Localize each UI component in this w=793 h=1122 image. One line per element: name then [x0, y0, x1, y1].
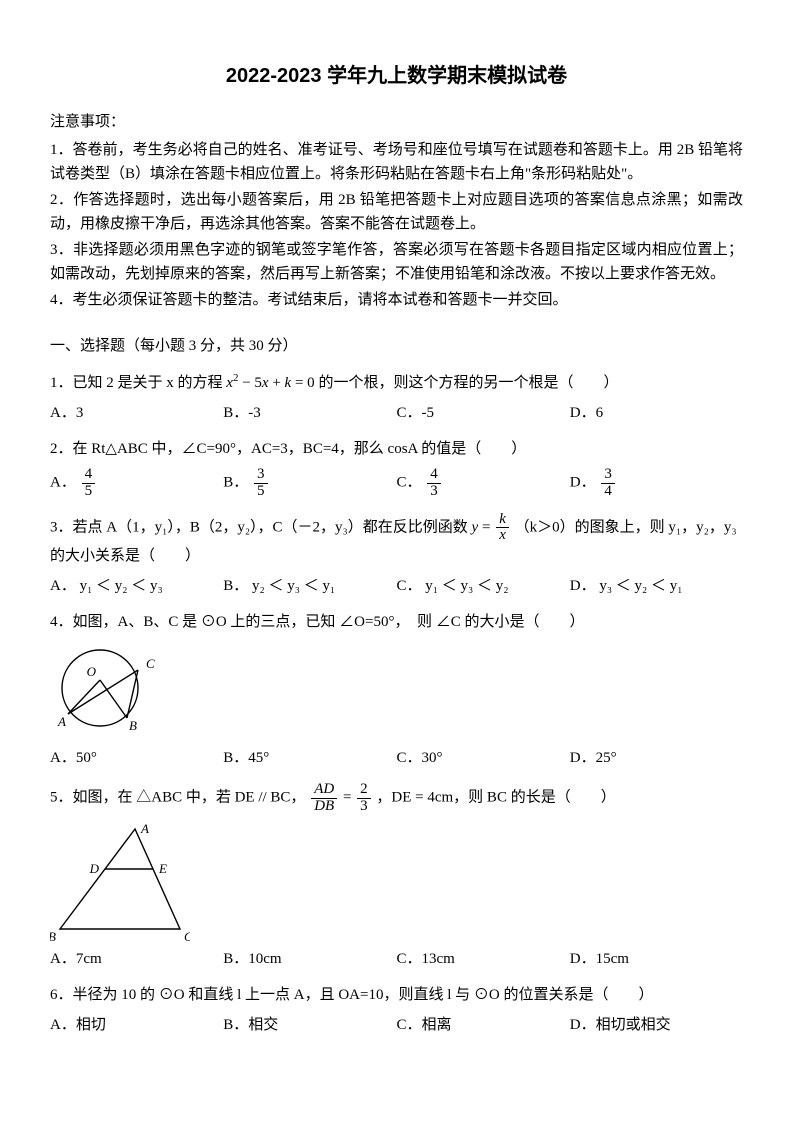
q1-var-x: x [226, 375, 233, 391]
section-heading: 一、选择题（每小题 3 分，共 30 分） [50, 334, 743, 358]
instruction-item: 2．作答选择题时，选出每小题答案后，用 2B 铅笔把答题卡上对应题目选项的答案信… [50, 188, 743, 236]
frac-den: 5 [254, 484, 268, 500]
q3-option-c: C． y₁ ＜ y₃ ＜ y₂ [397, 574, 570, 598]
svg-text:A: A [57, 714, 66, 729]
question-4: 4．如图，A、B、C 是 ⊙O 上的三点，已知 ∠O=50°， 则 ∠C 的大小… [50, 610, 743, 634]
question-5: 5．如图，在 △ABC 中，若 DE // BC， ADDB = 23 ，DE … [50, 782, 743, 815]
q5-eq: = [343, 790, 355, 806]
question-6: 6．半径为 10 的 ⊙O 和直线 l 上一点 A，且 OA=10，则直线 l … [50, 983, 743, 1007]
q4-figure: O A B C [50, 640, 743, 740]
q6-option-d: D．相切或相交 [570, 1013, 743, 1037]
instruction-item: 4．考生必须保证答题卡的整洁。考试结束后，请将本试卷和答题卡一并交回。 [50, 288, 743, 312]
svg-text:O: O [87, 664, 97, 679]
frac-den: 4 [601, 484, 615, 500]
q2-d-label: D． [570, 475, 596, 491]
q2-a-label: A． [50, 475, 76, 491]
q5-options: A．7cm B．10cm C．13cm D．15cm [50, 947, 743, 971]
svg-text:C: C [146, 656, 155, 671]
question-1: 1．已知 2 是关于 x 的方程 x2 − 5x + k = 0 的一个根，则这… [50, 370, 743, 395]
frac-num: k [496, 512, 509, 529]
q1-option-a: A．3 [50, 401, 223, 425]
q4-option-a: A．50° [50, 746, 223, 770]
q1-mid: − 5 [238, 375, 261, 391]
instructions-label: 注意事项： [50, 110, 743, 134]
frac-num: 3 [601, 467, 615, 484]
svg-text:A: A [140, 821, 149, 836]
frac-den: 3 [357, 799, 371, 815]
svg-text:C: C [184, 929, 190, 941]
q1-option-d: D．6 [570, 401, 743, 425]
q3-option-d: D． y₃ ＜ y₂ ＜ y₁ [570, 574, 743, 598]
frac-num: 4 [427, 467, 441, 484]
page-title: 2022-2023 学年九上数学期末模拟试卷 [50, 60, 743, 92]
q2-c-label: C． [397, 475, 422, 491]
question-3: 3．若点 A（1，y₁），B（2，y₂），C（－2，y₃）都在反比例函数 y =… [50, 512, 743, 569]
q2-option-d: D． 34 [570, 467, 743, 500]
q2-option-a: A． 45 [50, 467, 223, 500]
q6-option-a: A．相切 [50, 1013, 223, 1037]
exam-page: 2022-2023 学年九上数学期末模拟试卷 注意事项： 1．答卷前，考生务必将… [0, 0, 793, 1081]
frac-den: 3 [427, 484, 441, 500]
q3-option-b: B． y₂ ＜ y₃ ＜ y₁ [223, 574, 396, 598]
q1-plus: + [269, 375, 285, 391]
q4-option-d: D．25° [570, 746, 743, 770]
triangle-diagram: A B C D E [50, 821, 190, 941]
frac-num: AD [311, 782, 337, 799]
svg-text:B: B [129, 718, 137, 733]
q2-b-label: B． [223, 475, 248, 491]
circle-diagram: O A B C [50, 640, 160, 740]
fraction: 23 [357, 782, 371, 815]
frac-den: x [496, 528, 509, 544]
fraction: kx [496, 512, 509, 545]
q1-eq0: = 0 [291, 375, 314, 391]
q1-option-b: B．-3 [223, 401, 396, 425]
frac-den: 5 [82, 484, 96, 500]
q3-eq: = [478, 519, 494, 535]
q1-option-c: C．-5 [397, 401, 570, 425]
q2-option-c: C． 43 [397, 467, 570, 500]
q6-option-c: C．相离 [397, 1013, 570, 1037]
frac-num: 4 [82, 467, 96, 484]
fraction: 35 [254, 467, 268, 500]
q1-var-x2: x [262, 375, 269, 391]
q5-option-d: D．15cm [570, 947, 743, 971]
svg-text:B: B [50, 929, 56, 941]
q4-option-b: B．45° [223, 746, 396, 770]
question-2: 2．在 Rt△ABC 中，∠C=90°，AC=3，BC=4，那么 cosA 的值… [50, 437, 743, 461]
fraction: 45 [82, 467, 96, 500]
q6-options: A．相切 B．相交 C．相离 D．相切或相交 [50, 1013, 743, 1037]
fraction: 43 [427, 467, 441, 500]
instruction-item: 3．非选择题必须用黑色字迹的钢笔或签字笔作答，答案必须写在答题卡各题目指定区域内… [50, 238, 743, 286]
fraction: ADDB [311, 782, 337, 815]
q5-option-c: C．13cm [397, 947, 570, 971]
q5-mid: ，DE = 4cm，则 BC 的长是（ ） [376, 790, 615, 806]
q1-text-pre: 1．已知 2 是关于 x 的方程 [50, 375, 226, 391]
q5-figure: A B C D E [50, 821, 743, 941]
q4-option-c: C．30° [397, 746, 570, 770]
frac-num: 3 [254, 467, 268, 484]
q4-options: A．50° B．45° C．30° D．25° [50, 746, 743, 770]
q3-pre: 3．若点 A（1，y₁），B（2，y₂），C（－2，y₃）都在反比例函数 [50, 519, 472, 535]
svg-text:D: D [89, 861, 100, 876]
q1-options: A．3 B．-3 C．-5 D．6 [50, 401, 743, 425]
q3-options: A． y₁ ＜ y₂ ＜ y₃ B． y₂ ＜ y₃ ＜ y₁ C． y₁ ＜ … [50, 574, 743, 598]
fraction: 34 [601, 467, 615, 500]
q5-option-a: A．7cm [50, 947, 223, 971]
q1-text-post: 的一个根，则这个方程的另一个根是（ ） [318, 375, 618, 391]
q2-option-b: B． 35 [223, 467, 396, 500]
q5-pre: 5．如图，在 △ABC 中，若 DE // BC， [50, 790, 305, 806]
q6-option-b: B．相交 [223, 1013, 396, 1037]
q3-option-a: A． y₁ ＜ y₂ ＜ y₃ [50, 574, 223, 598]
svg-text:E: E [158, 861, 167, 876]
frac-num: 2 [357, 782, 371, 799]
q2-options: A． 45 B． 35 C． 43 D． 34 [50, 467, 743, 500]
frac-den: DB [311, 799, 337, 815]
instruction-item: 1．答卷前，考生务必将自己的姓名、准考证号、考场号和座位号填写在试题卷和答题卡上… [50, 138, 743, 186]
q5-option-b: B．10cm [223, 947, 396, 971]
